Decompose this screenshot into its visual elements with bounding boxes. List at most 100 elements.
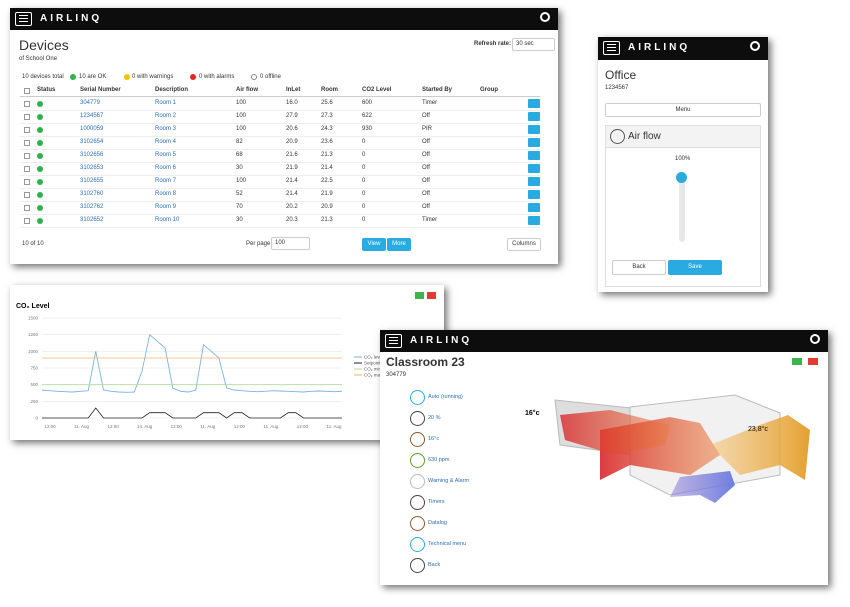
office-serial: 1234567 (605, 85, 629, 91)
row-link[interactable]: 3102652 (80, 217, 104, 223)
column-header[interactable]: Group (480, 87, 498, 93)
row-cell: PIR (422, 126, 433, 132)
row-link[interactable]: Room 6 (155, 165, 177, 171)
row-checkbox[interactable] (24, 218, 30, 224)
legend-label: CO₂ max (364, 373, 383, 378)
row-link[interactable]: Room 9 (155, 204, 177, 210)
menu-icon[interactable] (410, 432, 425, 447)
menu-button[interactable] (603, 41, 620, 55)
row-link[interactable]: Room 1 (155, 100, 177, 106)
row-link[interactable]: 3102762 (80, 204, 104, 210)
menu-item[interactable]: Warning & Alarm (428, 478, 470, 484)
select-all[interactable] (24, 88, 30, 94)
settings-icon[interactable] (540, 12, 550, 22)
menu-icon[interactable] (410, 495, 425, 510)
menu-label: Menu (675, 107, 691, 113)
row-link[interactable]: 3102653 (80, 165, 104, 171)
menu-item[interactable]: 20 % (428, 415, 441, 421)
row-checkbox[interactable] (24, 127, 30, 133)
column-header[interactable]: Air flow (236, 87, 258, 93)
menu-item[interactable]: Timers (428, 499, 445, 505)
menu-item[interactable]: Datalog (428, 520, 447, 526)
row-checkbox[interactable] (24, 101, 30, 107)
row-action[interactable] (528, 164, 540, 173)
row-link[interactable]: 3102656 (80, 152, 104, 158)
per-page-select[interactable]: 100 (271, 237, 310, 250)
row-action[interactable] (528, 138, 540, 147)
row-checkbox[interactable] (24, 140, 30, 146)
row-action[interactable] (528, 203, 540, 212)
row-action[interactable] (528, 125, 540, 134)
column-header[interactable]: Status (37, 87, 56, 93)
more-button[interactable]: More (387, 238, 411, 251)
row-action[interactable] (528, 216, 540, 225)
delete-button[interactable] (427, 292, 436, 299)
column-header[interactable]: Serial Number (80, 87, 121, 93)
row-cell: 0 (362, 178, 366, 184)
delete-button[interactable] (808, 358, 818, 365)
status-dot (37, 114, 43, 120)
column-header[interactable]: Started By (422, 87, 453, 93)
menu-icon[interactable] (410, 474, 425, 489)
row-link[interactable]: 1000059 (80, 126, 104, 132)
menu-item[interactable]: 630 ppm (428, 457, 450, 463)
row-link[interactable]: 3102760 (80, 191, 104, 197)
menu-item[interactable]: Back (428, 562, 441, 568)
row-link[interactable]: 3102655 (80, 178, 104, 184)
row-checkbox[interactable] (24, 166, 30, 172)
menu-button[interactable] (385, 334, 402, 348)
row-link[interactable]: Room 8 (155, 191, 177, 197)
menu-item[interactable]: Technical menu (428, 541, 467, 547)
menu-icon[interactable] (410, 516, 425, 531)
edit-button[interactable] (415, 292, 424, 299)
row-link[interactable]: Room 5 (155, 152, 177, 158)
menu-dropdown[interactable]: Menu (605, 103, 761, 117)
menu-button[interactable] (15, 12, 32, 26)
row-link[interactable]: 3102654 (80, 139, 104, 145)
row-action[interactable] (528, 151, 540, 160)
row-checkbox[interactable] (24, 114, 30, 120)
row-link[interactable]: Room 7 (155, 178, 177, 184)
row-action[interactable] (528, 99, 540, 108)
row-link[interactable]: Room 4 (155, 139, 177, 145)
menu-icon[interactable] (410, 558, 425, 573)
status-dot (37, 166, 43, 172)
row-link[interactable]: 1234567 (80, 113, 104, 119)
row-checkbox[interactable] (24, 179, 30, 185)
menu-item[interactable]: 16°c (428, 436, 440, 442)
row-action[interactable] (528, 177, 540, 186)
column-header[interactable]: InLet (286, 87, 301, 93)
menu-item[interactable]: Auto (running) (428, 394, 463, 400)
slider-knob[interactable] (676, 172, 687, 183)
menu-icon[interactable] (410, 390, 425, 405)
menu-icon[interactable] (410, 537, 425, 552)
row-cell: 0 (362, 165, 366, 171)
row-action[interactable] (528, 112, 540, 121)
row-link[interactable]: Room 2 (155, 113, 177, 119)
settings-icon[interactable] (810, 334, 820, 344)
x-tick-label: 11. Aug (74, 424, 89, 429)
menu-icon[interactable] (410, 411, 425, 426)
settings-icon[interactable] (750, 41, 760, 51)
row-link[interactable]: Room 3 (155, 126, 177, 132)
row-rule (20, 149, 540, 150)
view-button[interactable]: View (362, 238, 386, 251)
back-button[interactable]: Back (612, 260, 666, 275)
row-checkbox[interactable] (24, 205, 30, 211)
row-checkbox[interactable] (24, 192, 30, 198)
column-header[interactable]: Room (321, 87, 338, 93)
row-action[interactable] (528, 190, 540, 199)
data-line (41, 333, 343, 393)
refresh-select[interactable]: 30 sec (512, 38, 555, 51)
row-checkbox[interactable] (24, 153, 30, 159)
row-link[interactable]: 304779 (80, 100, 101, 106)
columns-button[interactable]: Columns (507, 238, 541, 251)
summary-alarms: 0 with alarms (199, 74, 235, 80)
row-cell: 622 (362, 113, 373, 119)
edit-button[interactable] (792, 358, 802, 365)
column-header[interactable]: CO2 Level (362, 87, 392, 93)
menu-icon[interactable] (410, 453, 425, 468)
column-header[interactable]: Description (155, 87, 189, 93)
save-button[interactable]: Save (668, 260, 722, 275)
row-link[interactable]: Room 10 (155, 217, 180, 223)
